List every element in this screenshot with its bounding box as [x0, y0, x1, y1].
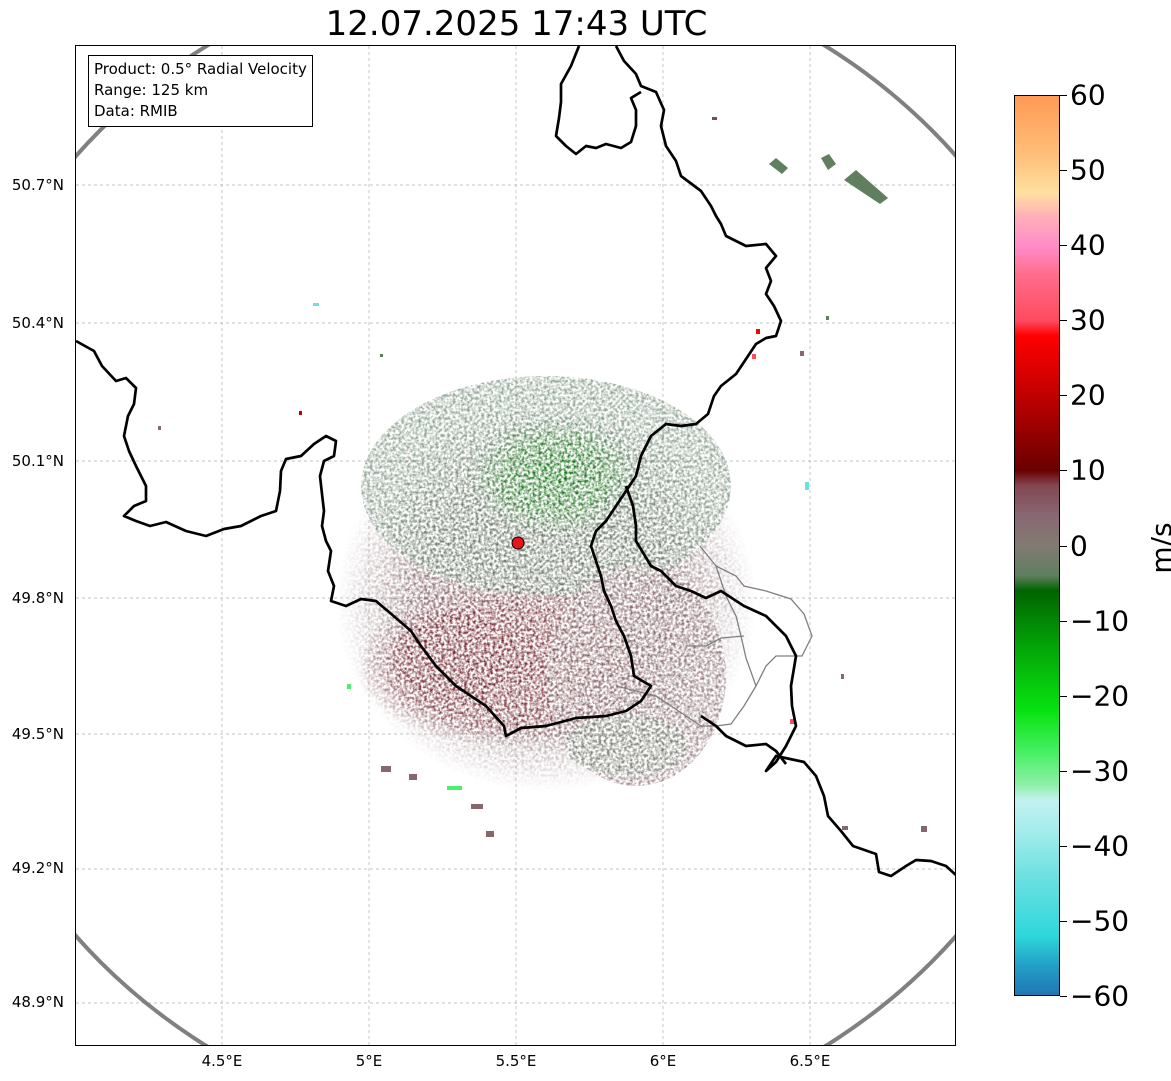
radar-echoes [336, 376, 756, 791]
info-product: Product: 0.5° Radial Velocity [94, 60, 307, 78]
colorbar-tick-mark [1060, 320, 1067, 321]
colorbar-tick-mark [1060, 996, 1067, 997]
country-borders [76, 46, 955, 878]
lat-tick-label: 49.5°N [11, 725, 64, 743]
colorbar-tick-mark [1060, 696, 1067, 697]
colorbar-tick-mark [1060, 846, 1067, 847]
lat-tick-label: 49.2°N [11, 859, 64, 877]
lat-tick-label: 50.1°N [11, 452, 64, 470]
colorbar-unit-label: m/s [1145, 522, 1171, 574]
colorbar-tick-mark [1060, 621, 1067, 622]
colorbar-tick-label: 30 [1070, 303, 1106, 337]
colorbar-tick-label: 10 [1070, 453, 1106, 487]
info-data-source: Data: RMIB [94, 102, 178, 120]
colorbar-tick-label: 50 [1070, 153, 1106, 187]
colorbar-tick-mark [1060, 95, 1067, 96]
colorbar-tick-label: −50 [1070, 904, 1130, 938]
product-info-box: Product: 0.5° Radial Velocity Range: 125… [88, 55, 313, 127]
region-borders [615, 545, 813, 727]
colorbar-tick-mark [1060, 470, 1067, 471]
colorbar-tick-label: 40 [1070, 228, 1106, 262]
lat-tick-label: 50.7°N [11, 176, 64, 194]
colorbar-tick-label: 0 [1070, 529, 1088, 563]
colorbar-tick-label: −60 [1070, 979, 1130, 1013]
colorbar-tick-mark [1060, 170, 1067, 171]
lat-tick-label: 49.8°N [11, 589, 64, 607]
lat-tick-label: 50.4°N [11, 314, 64, 332]
colorbar-tick-mark [1060, 921, 1067, 922]
velocity-colorbar [1014, 95, 1060, 996]
colorbar-tick-label: 20 [1070, 378, 1106, 412]
lon-tick-label: 4.5°E [201, 1052, 243, 1070]
colorbar-tick-label: −30 [1070, 754, 1130, 788]
lat-tick-label: 48.9°N [11, 993, 64, 1011]
chart-title: 12.07.2025 17:43 UTC [325, 4, 708, 44]
info-range: Range: 125 km [94, 81, 209, 99]
lon-tick-label: 5.5°E [495, 1052, 537, 1070]
radar-map-canvas [76, 46, 955, 1045]
lon-tick-label: 6.5°E [789, 1052, 831, 1070]
colorbar-tick-label: 60 [1070, 78, 1106, 112]
radar-map[interactable] [75, 45, 956, 1046]
lon-tick-label: 5°E [355, 1052, 383, 1070]
colorbar-tick-mark [1060, 771, 1067, 772]
isolated-echoes [158, 117, 927, 837]
colorbar-tick-label: −10 [1070, 604, 1130, 638]
lon-tick-label: 6°E [649, 1052, 677, 1070]
colorbar-tick-mark [1060, 395, 1067, 396]
colorbar-tick-label: −40 [1070, 829, 1130, 863]
colorbar-tick-mark [1060, 245, 1067, 246]
colorbar-tick-label: −20 [1070, 679, 1130, 713]
colorbar-tick-mark [1060, 546, 1067, 547]
radar-site-marker [511, 536, 525, 550]
